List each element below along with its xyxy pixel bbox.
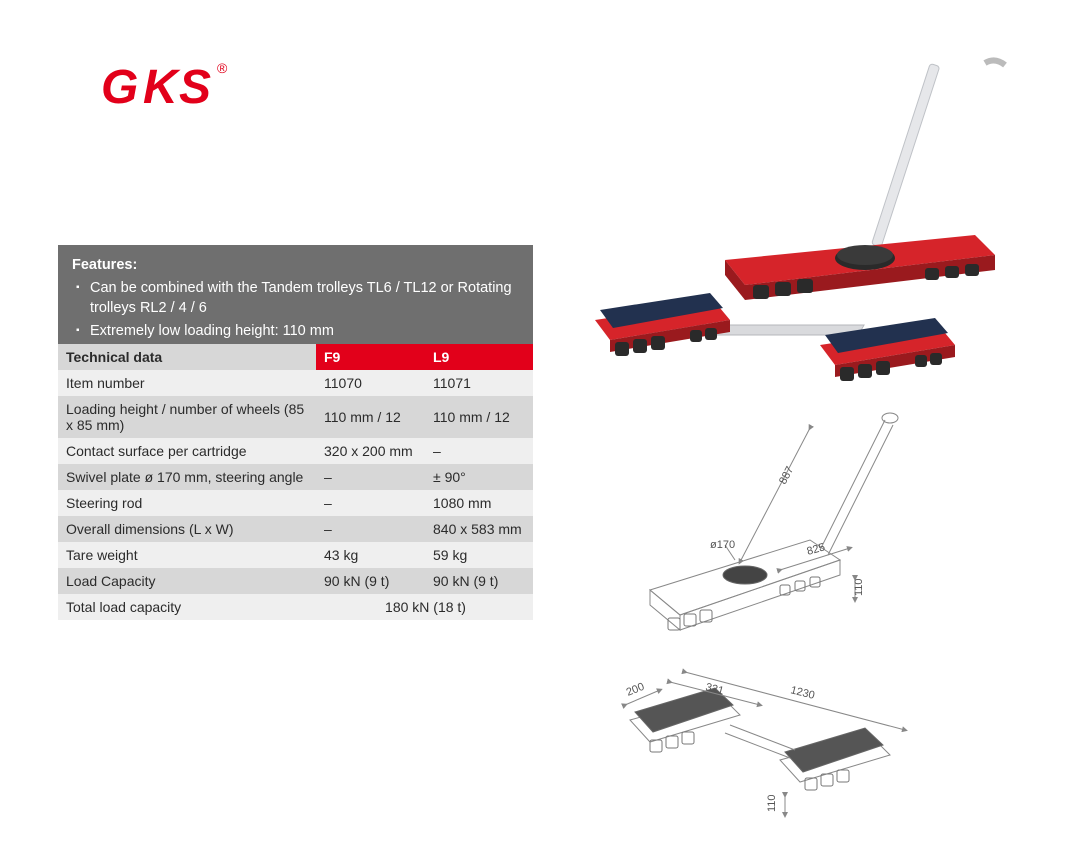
row-value: 90 kN (9 t) <box>316 568 425 594</box>
row-value: 840 x 583 mm <box>425 516 533 542</box>
dim-887: 887 <box>777 465 796 487</box>
table-row: Overall dimensions (L x W) – 840 x 583 m… <box>58 516 533 542</box>
row-value: 59 kg <box>425 542 533 568</box>
row-value: – <box>316 490 425 516</box>
table-header-col1: F9 <box>316 344 425 370</box>
row-value: 1080 mm <box>425 490 533 516</box>
table-header-col2: L9 <box>425 344 533 370</box>
row-total-value: 180 kN (18 t) <box>316 594 533 620</box>
row-value: 110 mm / 12 <box>425 396 533 438</box>
technical-drawing: 887 825 ø170 110 200 321 1230 110 <box>610 400 950 830</box>
table-row: Item number 11070 11071 <box>58 370 533 396</box>
technical-data-table: Technical data F9 L9 Item number 11070 1… <box>58 344 533 620</box>
row-value: 320 x 200 mm <box>316 438 425 464</box>
table-row: Steering rod – 1080 mm <box>58 490 533 516</box>
row-label: Item number <box>58 370 316 396</box>
svg-text:PERFEKT: PERFEKT <box>85 58 87 107</box>
row-value: 43 kg <box>316 542 425 568</box>
table-header-label: Technical data <box>58 344 316 370</box>
row-label: Swivel plate ø 170 mm, steering angle <box>58 464 316 490</box>
row-value: 11070 <box>316 370 425 396</box>
row-value: 90 kN (9 t) <box>425 568 533 594</box>
features-heading: Features: <box>72 257 519 273</box>
dim-110b: 110 <box>766 794 778 812</box>
product-illustration <box>575 55 1055 395</box>
svg-text:K: K <box>143 61 181 114</box>
dim-825: 825 <box>806 541 827 558</box>
svg-text:G: G <box>101 61 138 114</box>
feature-item: Extremely low loading height: 110 mm <box>76 322 519 342</box>
row-value: – <box>425 438 533 464</box>
brand-logo: G K S ® PERFEKT <box>85 55 235 125</box>
row-label: Steering rod <box>58 490 316 516</box>
table-row: Load Capacity 90 kN (9 t) 90 kN (9 t) <box>58 568 533 594</box>
svg-text:S: S <box>179 61 211 114</box>
feature-item: Can be combined with the Tandem trolleys… <box>76 279 519 318</box>
row-value: – <box>316 464 425 490</box>
row-label: Total load capacity <box>58 594 316 620</box>
table-row: Loading height / number of wheels (85 x … <box>58 396 533 438</box>
row-label: Loading height / number of wheels (85 x … <box>58 396 316 438</box>
row-value: 110 mm / 12 <box>316 396 425 438</box>
dim-1230: 1230 <box>789 684 816 702</box>
table-row: Tare weight 43 kg 59 kg <box>58 542 533 568</box>
dim-200: 200 <box>625 681 647 699</box>
row-label: Tare weight <box>58 542 316 568</box>
dim-110a: 110 <box>853 578 865 596</box>
row-label: Contact surface per cartridge <box>58 438 316 464</box>
table-row-total: Total load capacity 180 kN (18 t) <box>58 594 533 620</box>
table-row: Contact surface per cartridge 320 x 200 … <box>58 438 533 464</box>
dim-170: ø170 <box>710 539 735 551</box>
features-list: Can be combined with the Tandem trolleys… <box>72 279 519 342</box>
row-label: Overall dimensions (L x W) <box>58 516 316 542</box>
svg-text:®: ® <box>217 60 228 76</box>
row-label: Load Capacity <box>58 568 316 594</box>
row-value: ± 90° <box>425 464 533 490</box>
table-row: Swivel plate ø 170 mm, steering angle – … <box>58 464 533 490</box>
row-value: – <box>316 516 425 542</box>
row-value: 11071 <box>425 370 533 396</box>
features-panel: Features: Can be combined with the Tande… <box>58 245 533 360</box>
